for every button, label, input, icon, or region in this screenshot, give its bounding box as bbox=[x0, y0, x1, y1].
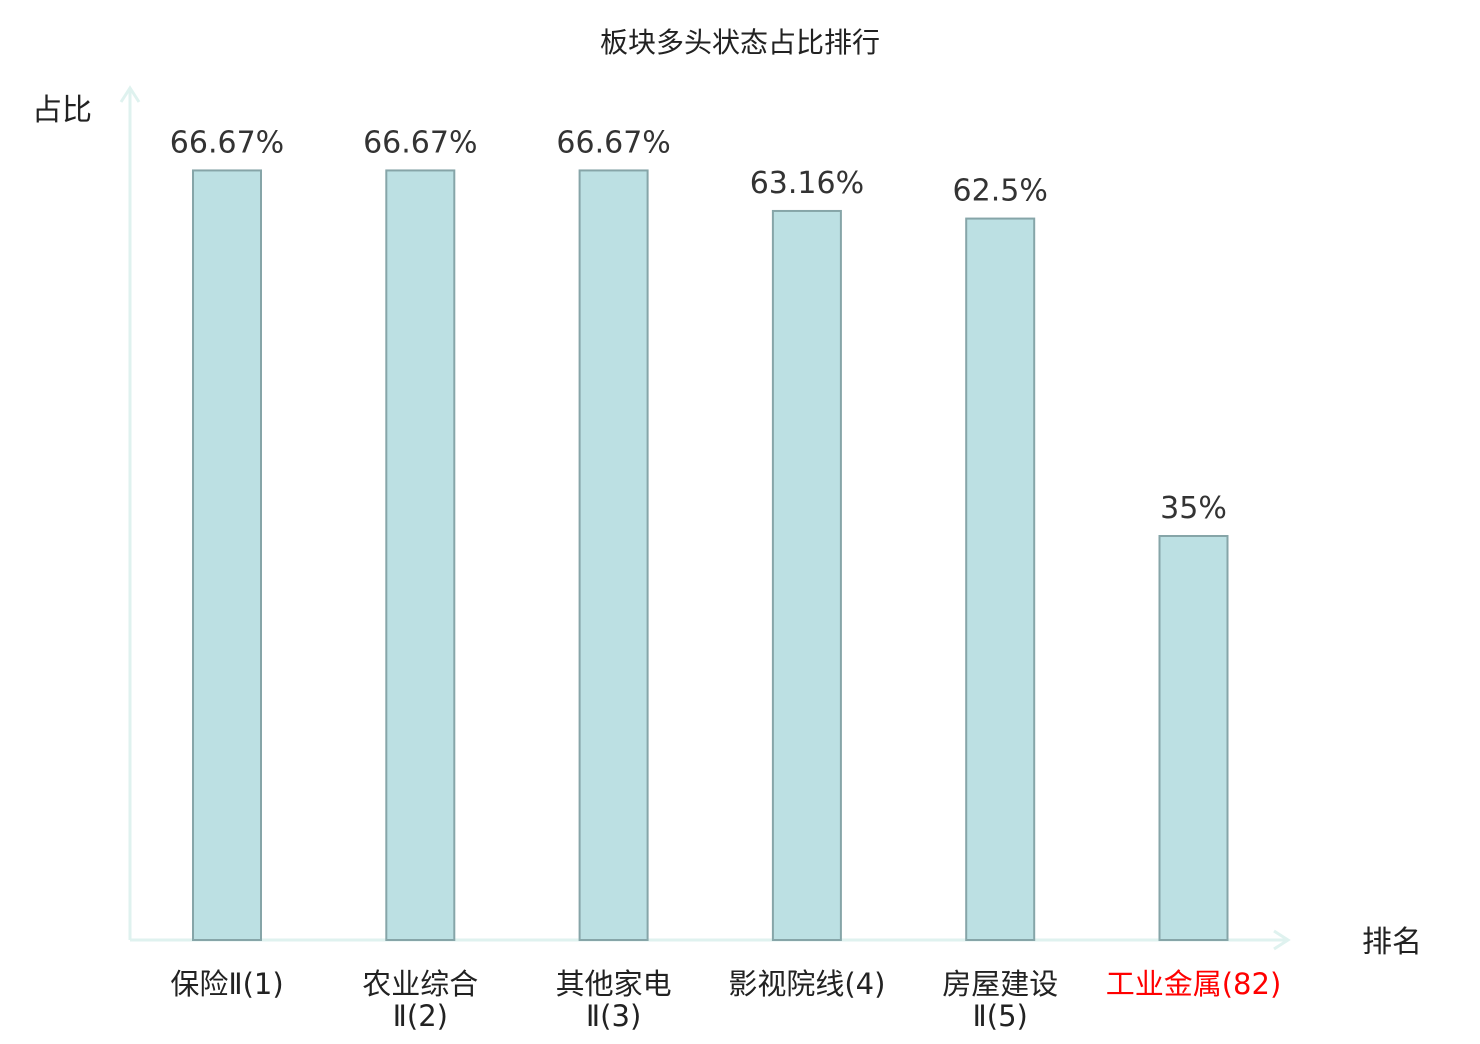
bar bbox=[965, 217, 1036, 942]
bar-value-label: 66.67% bbox=[556, 125, 670, 160]
category-tick-label: 影视院线(4) bbox=[728, 967, 885, 1001]
category-tick-label: 保险Ⅱ(1) bbox=[170, 967, 283, 1001]
category-tick-label: Ⅱ(3) bbox=[586, 999, 641, 1033]
x-axis-arrow-icon bbox=[1273, 929, 1291, 951]
bar-value-label: 66.67% bbox=[363, 125, 477, 160]
bar bbox=[771, 209, 842, 942]
bar-series bbox=[192, 169, 1229, 942]
category-tick-label: 其他家电 bbox=[556, 967, 672, 1001]
chart-title: 板块多头状态占比排行 bbox=[600, 26, 880, 59]
y-axis-arrow-icon bbox=[119, 85, 141, 103]
category-tick-label: Ⅱ(5) bbox=[973, 999, 1028, 1033]
axes bbox=[119, 85, 1291, 951]
x-axis-label: 排名 bbox=[1362, 925, 1422, 960]
bar-value-label: 62.5% bbox=[953, 174, 1048, 209]
bar bbox=[578, 169, 649, 941]
category-tick-label: Ⅱ(2) bbox=[393, 999, 448, 1033]
category-tick-label: 农业综合 bbox=[362, 967, 478, 1001]
y-axis-label: 占比 bbox=[32, 93, 92, 128]
category-tick-label: 工业金属(82) bbox=[1106, 967, 1282, 1001]
bar bbox=[1158, 535, 1229, 941]
bar-value-label: 63.16% bbox=[750, 166, 864, 201]
bar bbox=[192, 169, 262, 941]
value-labels: 66.67% 66.67% 66.67% 63.16% 62.5% 35% bbox=[170, 125, 1227, 526]
bar bbox=[385, 169, 456, 941]
category-tick-label: 房屋建设 bbox=[942, 967, 1058, 1001]
bar-value-label: 35% bbox=[1160, 491, 1227, 526]
bar-value-label: 66.67% bbox=[170, 125, 284, 160]
